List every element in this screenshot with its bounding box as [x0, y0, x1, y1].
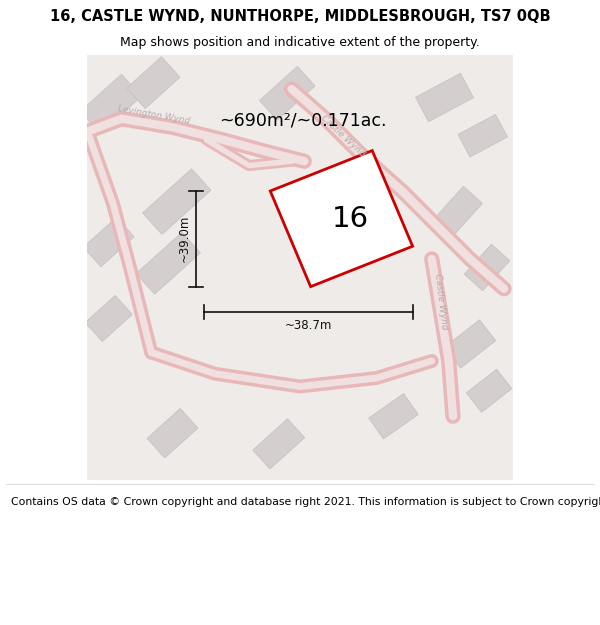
Text: Castle Wynd: Castle Wynd — [433, 273, 448, 330]
Polygon shape — [127, 57, 180, 109]
Polygon shape — [253, 419, 305, 469]
Polygon shape — [464, 244, 509, 291]
Polygon shape — [458, 114, 508, 157]
Text: 16: 16 — [331, 204, 368, 232]
Text: ~39.0m: ~39.0m — [178, 215, 190, 262]
Text: ~38.7m: ~38.7m — [285, 319, 332, 332]
Polygon shape — [80, 74, 142, 133]
Polygon shape — [369, 394, 418, 439]
Text: Map shows position and indicative extent of the property.: Map shows position and indicative extent… — [120, 36, 480, 49]
Polygon shape — [416, 73, 473, 122]
Polygon shape — [445, 320, 496, 368]
Polygon shape — [143, 169, 211, 234]
Polygon shape — [466, 369, 512, 413]
Polygon shape — [432, 186, 482, 238]
Text: Castle Wynd: Castle Wynd — [319, 113, 367, 158]
Polygon shape — [136, 232, 200, 294]
Text: Levington Wynd: Levington Wynd — [117, 104, 191, 125]
Polygon shape — [85, 296, 132, 341]
Text: ~690m²/~0.171ac.: ~690m²/~0.171ac. — [219, 112, 387, 130]
Polygon shape — [270, 151, 413, 287]
Polygon shape — [147, 409, 198, 458]
Text: Contains OS data © Crown copyright and database right 2021. This information is : Contains OS data © Crown copyright and d… — [11, 498, 600, 508]
Polygon shape — [83, 217, 134, 267]
Text: 16, CASTLE WYND, NUNTHORPE, MIDDLESBROUGH, TS7 0QB: 16, CASTLE WYND, NUNTHORPE, MIDDLESBROUG… — [50, 9, 550, 24]
Polygon shape — [259, 66, 315, 120]
